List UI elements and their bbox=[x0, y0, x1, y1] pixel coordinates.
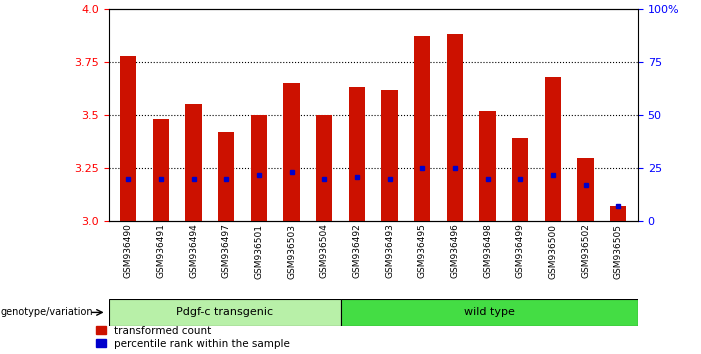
Text: GSM936503: GSM936503 bbox=[287, 224, 296, 279]
Bar bbox=[512, 138, 529, 221]
Bar bbox=[341, 299, 638, 326]
Text: wild type: wild type bbox=[464, 307, 515, 318]
Bar bbox=[153, 119, 169, 221]
Text: GSM936504: GSM936504 bbox=[320, 224, 329, 279]
Text: GSM936491: GSM936491 bbox=[156, 224, 165, 279]
Legend: transformed count, percentile rank within the sample: transformed count, percentile rank withi… bbox=[96, 326, 290, 349]
Bar bbox=[218, 132, 234, 221]
Bar bbox=[283, 83, 300, 221]
Text: GSM936496: GSM936496 bbox=[451, 224, 459, 279]
Text: GSM936498: GSM936498 bbox=[483, 224, 492, 279]
Text: GSM936505: GSM936505 bbox=[614, 224, 622, 279]
Bar bbox=[610, 206, 627, 221]
Text: GSM936495: GSM936495 bbox=[418, 224, 427, 279]
Text: GSM936494: GSM936494 bbox=[189, 224, 198, 278]
Bar bbox=[109, 299, 341, 326]
Bar bbox=[578, 158, 594, 221]
Text: GSM936500: GSM936500 bbox=[548, 224, 557, 279]
Text: GSM936501: GSM936501 bbox=[254, 224, 264, 279]
Text: Pdgf-c transgenic: Pdgf-c transgenic bbox=[176, 307, 273, 318]
Text: GSM936492: GSM936492 bbox=[353, 224, 362, 278]
Bar bbox=[186, 104, 202, 221]
Bar bbox=[414, 36, 430, 221]
Bar bbox=[349, 87, 365, 221]
Text: genotype/variation: genotype/variation bbox=[1, 307, 93, 318]
Text: GSM936499: GSM936499 bbox=[516, 224, 525, 279]
Bar bbox=[447, 34, 463, 221]
Text: GSM936502: GSM936502 bbox=[581, 224, 590, 279]
Bar bbox=[316, 115, 332, 221]
Text: GSM936497: GSM936497 bbox=[222, 224, 231, 279]
Bar bbox=[545, 77, 561, 221]
Bar bbox=[381, 90, 397, 221]
Text: GSM936493: GSM936493 bbox=[385, 224, 394, 279]
Bar bbox=[479, 111, 496, 221]
Bar bbox=[251, 115, 267, 221]
Bar bbox=[120, 56, 137, 221]
Text: GSM936490: GSM936490 bbox=[124, 224, 132, 279]
